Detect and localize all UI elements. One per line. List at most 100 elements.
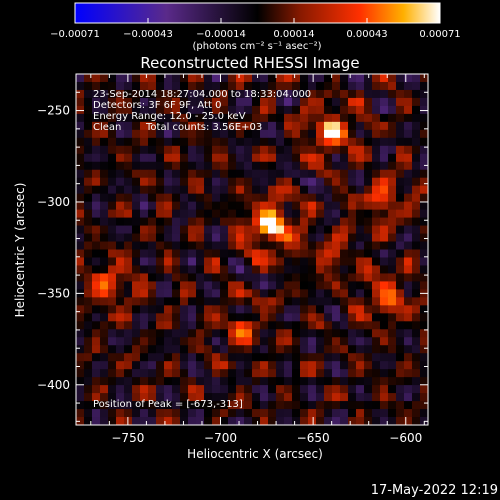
heatmap-cell (180, 305, 189, 314)
heatmap-cell (140, 74, 149, 83)
heatmap-cell (316, 241, 325, 250)
heatmap-cell (268, 281, 277, 290)
heatmap-cell (300, 329, 309, 338)
heatmap-cell (356, 289, 365, 298)
heatmap-cell (76, 217, 85, 226)
heatmap-cell (292, 305, 301, 314)
heatmap-cell (116, 361, 125, 370)
heatmap-cell (356, 233, 365, 242)
heatmap-cell (124, 377, 133, 386)
heatmap-cell (116, 241, 125, 250)
heatmap-cell (340, 305, 349, 314)
heatmap-cell (388, 369, 397, 378)
heatmap-cell (204, 353, 213, 362)
heatmap-cell (340, 153, 349, 163)
heatmap-cell (92, 137, 101, 147)
heatmap-cell (188, 273, 197, 282)
heatmap-cell (340, 369, 349, 378)
plot-area: −750 −700 −650 −600−250−300−350−400 (37, 73, 429, 445)
heatmap-cell (292, 353, 301, 362)
heatmap-cell (204, 393, 213, 402)
heatmap-cell (140, 233, 149, 242)
heatmap-cell (76, 201, 85, 211)
heatmap-cell (100, 281, 109, 290)
heatmap-cell (276, 209, 285, 218)
heatmap-cell (252, 401, 261, 410)
heatmap-cell (300, 225, 309, 234)
heatmap-cell (412, 113, 421, 123)
heatmap-cell (228, 121, 237, 131)
heatmap-cell (108, 209, 117, 218)
heatmap-cell (156, 209, 165, 218)
heatmap-cell (124, 137, 133, 147)
heatmap-cell (236, 281, 245, 290)
heatmap-cell (140, 177, 149, 187)
heatmap-cell (348, 273, 357, 282)
heatmap-cell (116, 217, 125, 226)
heatmap-cell (236, 385, 245, 394)
heatmap-cell (164, 393, 173, 402)
heatmap-cell (388, 169, 397, 179)
heatmap-cell (148, 217, 157, 226)
heatmap-cell (108, 217, 117, 226)
heatmap-cell (188, 401, 197, 410)
heatmap-cell (164, 113, 173, 123)
heatmap-cell (268, 169, 277, 179)
heatmap-cell (140, 121, 149, 131)
heatmap-cell (388, 217, 397, 226)
heatmap-cell (244, 329, 253, 338)
heatmap-cell (116, 105, 125, 115)
y-tick-label: −250 (37, 104, 70, 118)
heatmap-cell (412, 169, 421, 179)
heatmap-cell (380, 345, 389, 354)
heatmap-cell (140, 137, 149, 147)
heatmap-cell (292, 233, 301, 242)
heatmap-cell (164, 89, 173, 99)
heatmap-cell (76, 193, 85, 203)
heatmap-cell (116, 305, 125, 314)
heatmap-cell (420, 121, 429, 131)
heatmap-cell (180, 337, 189, 346)
y-axis-label: Heliocentric Y (arcsec) (13, 183, 27, 318)
heatmap-cell (212, 193, 221, 203)
heatmap-cell (372, 265, 381, 274)
heatmap-cell (156, 105, 165, 115)
heatmap-cell (236, 97, 245, 107)
heatmap-cell (108, 193, 117, 203)
heatmap-cell (212, 377, 221, 386)
heatmap-cell (244, 361, 253, 370)
heatmap-cell (148, 361, 157, 370)
heatmap-cell (108, 369, 117, 378)
heatmap-cell (308, 257, 317, 266)
heatmap-cell (268, 177, 277, 187)
heatmap-cell (340, 273, 349, 282)
heatmap-cell (364, 193, 373, 203)
heatmap-cell (212, 81, 221, 91)
heatmap-cell (124, 353, 133, 362)
heatmap-cell (284, 121, 293, 131)
heatmap-cell (92, 81, 101, 91)
heatmap-cell (236, 305, 245, 314)
heatmap-cell (188, 217, 197, 226)
heatmap-cell (244, 113, 253, 123)
heatmap-cell (420, 217, 429, 226)
heatmap-cell (236, 74, 245, 83)
heatmap-cell (148, 393, 157, 402)
heatmap-cell (164, 401, 173, 410)
heatmap-cell (260, 74, 269, 83)
heatmap-cell (172, 289, 181, 298)
heatmap-cell (204, 74, 213, 83)
heatmap-cell (92, 121, 101, 131)
heatmap-cell (204, 297, 213, 306)
heatmap-cell (284, 113, 293, 123)
heatmap-cell (212, 249, 221, 258)
heatmap-cell (92, 105, 101, 115)
heatmap-cell (332, 225, 341, 234)
heatmap-cell (308, 89, 317, 99)
heatmap-cell (236, 105, 245, 115)
heatmap-cell (148, 129, 157, 139)
heatmap-cell (340, 74, 349, 83)
heatmap-cell (404, 74, 413, 83)
heatmap-cell (316, 265, 325, 274)
